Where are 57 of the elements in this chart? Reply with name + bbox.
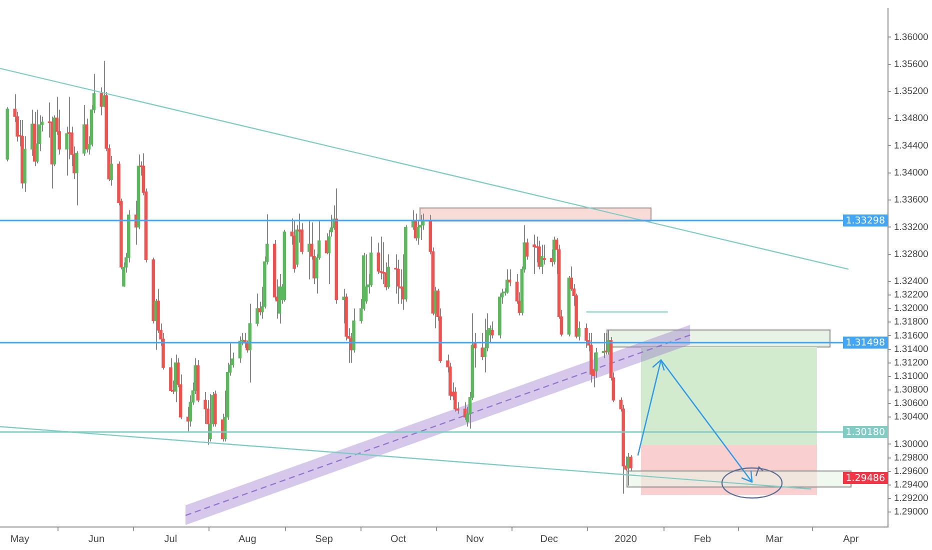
candlestick — [525, 238, 528, 260]
y-tick-label: 1.30000 — [894, 438, 928, 450]
ref-line-label: 1.31498 — [846, 338, 885, 349]
x-tick-label: 2020 — [614, 534, 638, 545]
y-tick-label: 1.33200 — [894, 222, 928, 233]
y-tick-label: 1.34800 — [894, 113, 928, 124]
y-tick-label: 1.29400 — [894, 480, 928, 491]
y-tick-label: 1.29000 — [894, 506, 928, 518]
candlestick — [208, 394, 212, 442]
candlestick — [508, 268, 512, 287]
x-tick-label: Dec — [540, 534, 558, 545]
candlestick — [490, 320, 494, 339]
y-tick-label: 1.31200 — [894, 357, 928, 368]
ref-line-label: 1.30180 — [846, 426, 885, 438]
y-tick-label: 1.31600 — [894, 330, 928, 342]
y-tick-label: 1.34400 — [894, 140, 928, 152]
ref-line-label: 1.33298 — [846, 215, 885, 226]
y-tick-label: 1.29600 — [894, 466, 928, 477]
y-tick-label: 1.31000 — [894, 371, 928, 382]
candlestick — [577, 320, 580, 341]
y-tick-label: 1.33600 — [894, 194, 928, 206]
x-tick-label: Mar — [766, 534, 784, 545]
y-tick-label: 1.32200 — [894, 290, 928, 301]
x-tick-label: Apr — [843, 534, 860, 545]
candlestick — [538, 240, 541, 270]
x-tick-label: Sep — [315, 534, 334, 545]
candlestick — [584, 322, 588, 348]
candlestick — [454, 386, 457, 412]
candlestick — [629, 454, 632, 472]
annotation: 1.29486 — [846, 472, 885, 484]
candlestick — [169, 358, 172, 392]
y-tick-label: 1.32400 — [894, 276, 928, 288]
x-tick-label: Oct — [390, 534, 406, 545]
candlestick — [540, 244, 544, 274]
x-tick-label: Jun — [88, 534, 105, 545]
y-tick-label: 1.36000 — [894, 32, 928, 43]
candlestick — [256, 293, 259, 327]
y-tick-label: 1.31400 — [894, 344, 928, 355]
x-tick-label: Aug — [238, 534, 256, 545]
y-tick-label: 1.29200 — [894, 493, 928, 504]
y-tick-label: 1.35600 — [894, 58, 928, 70]
candlestick — [75, 150, 78, 206]
x-tick-label: Feb — [694, 534, 712, 545]
y-tick-label: 1.30800 — [894, 384, 928, 396]
y-tick-label: 1.30600 — [894, 398, 928, 410]
y-tick-label: 1.29800 — [894, 452, 928, 464]
x-tick-label: May — [10, 534, 30, 545]
y-tick-label: 1.30400 — [894, 412, 928, 423]
y-tick-label: 1.32800 — [894, 248, 928, 260]
y-tick-label: 1.34000 — [894, 168, 928, 178]
x-tick-label: Nov — [466, 534, 484, 545]
candlestick — [33, 111, 36, 167]
candlestick — [386, 254, 390, 290]
y-tick-label: 1.35200 — [894, 86, 928, 98]
y-tick-label: 1.31800 — [894, 316, 928, 328]
y-tick-label: 1.32000 — [894, 303, 928, 314]
x-tick-label: Jul — [164, 534, 178, 545]
